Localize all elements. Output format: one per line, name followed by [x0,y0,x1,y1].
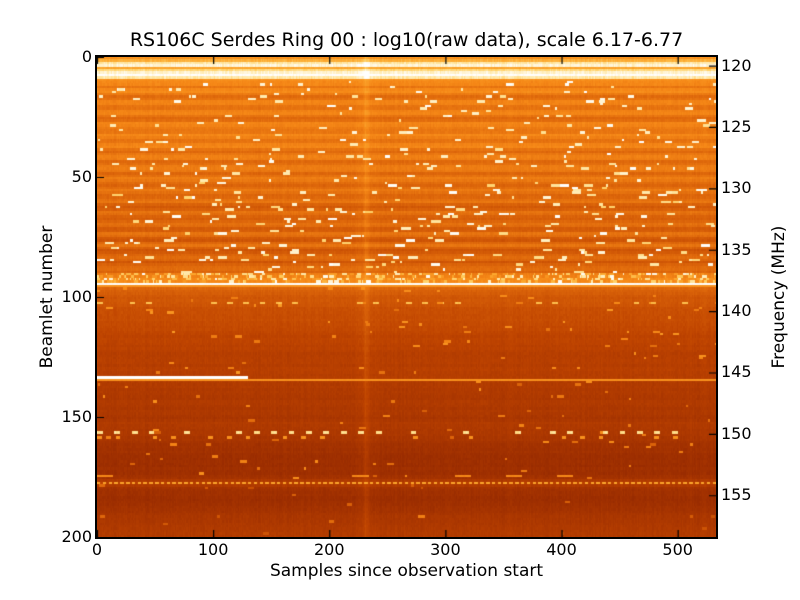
heatmap-plot-area [95,55,718,539]
frequency-tick-label: 150 [721,423,752,443]
x-tick-label: 400 [546,540,577,559]
beamlet-tick-label: 200 [61,527,92,546]
x-tick-label: 100 [197,540,229,559]
x-tick-label: 500 [662,540,693,559]
frequency-tick-label: 145 [721,362,752,382]
x-tick-label: 0 [91,540,103,559]
chart-title: RS106C Serdes Ring 00 : log10(raw data),… [129,29,684,51]
heatmap-canvas [97,57,716,537]
frequency-tick-label: 140 [721,301,752,321]
beamlet-tick-label: 150 [61,407,92,426]
frequency-tick-label: 155 [721,485,752,505]
beamlet-tick-label: 50 [71,167,92,186]
frequency-tick-label: 130 [721,178,752,198]
beamlet-tick-label: 0 [81,47,92,66]
x-tick-label: 200 [313,540,345,559]
x-axis-label: Samples since observation start [269,561,544,581]
frequency-tick-label: 135 [721,239,752,259]
beamlet-tick-label: 100 [61,287,92,306]
frequency-tick-label: 120 [721,55,752,75]
y-axis-label-frequency: Frequency (MHz) [769,225,789,369]
frequency-tick-label: 125 [721,116,752,136]
x-tick-label: 300 [430,540,461,559]
